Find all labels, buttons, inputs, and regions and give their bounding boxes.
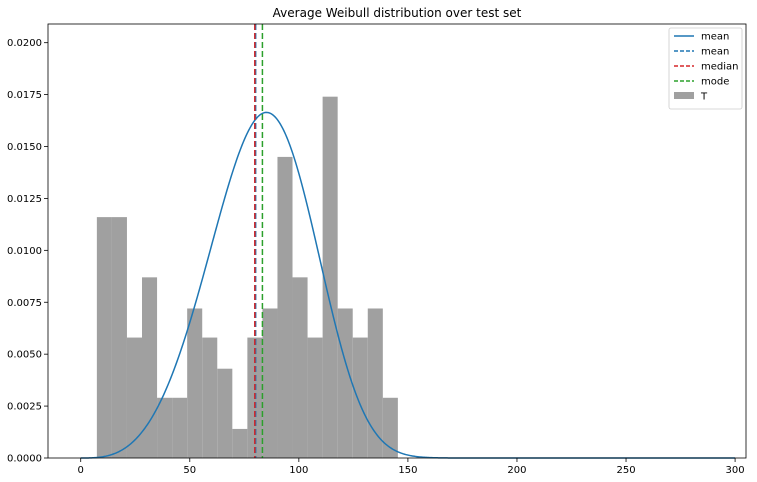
legend-box	[668, 27, 743, 110]
x-tick-label: 150	[398, 465, 417, 476]
legend-label: T	[700, 92, 708, 103]
histogram-bar	[337, 308, 353, 458]
y-tick-label: 0.0150	[7, 142, 42, 153]
histogram-bar	[367, 308, 383, 458]
x-axis: 0 50 100 150 200 250 300	[78, 458, 745, 476]
y-tick-label: 0.0025	[7, 402, 42, 413]
y-tick-label: 0.0125	[7, 194, 42, 205]
histogram-bar	[292, 277, 308, 458]
vertical-lines	[254, 24, 264, 458]
histogram-bar	[277, 156, 293, 458]
y-tick-label: 0.0050	[7, 350, 42, 361]
legend: mean mean median mode T	[668, 27, 743, 110]
legend-label: median	[701, 62, 739, 73]
histogram-bar	[126, 337, 143, 458]
x-tick-label: 250	[616, 465, 635, 476]
y-tick-label: 0.0100	[7, 246, 42, 257]
y-tick-label: 0.0175	[7, 90, 42, 101]
x-tick-label: 100	[289, 465, 308, 476]
histogram-bar	[202, 337, 218, 458]
histogram-bar	[217, 368, 233, 458]
x-tick-label: 300	[726, 465, 745, 476]
y-tick-label: 0.0000	[7, 454, 42, 465]
histogram-bar	[352, 337, 368, 458]
axes-frame	[47, 23, 747, 459]
chart-title: Average Weibull distribution over test s…	[273, 6, 522, 20]
histogram-bar	[322, 96, 338, 458]
histogram-bars	[96, 96, 398, 458]
histogram-bar	[187, 308, 203, 458]
histogram-bar	[111, 217, 127, 458]
legend-swatch	[674, 92, 694, 99]
y-tick-label: 0.0200	[7, 38, 42, 49]
x-tick-label: 50	[183, 465, 196, 476]
histogram-bar	[232, 428, 248, 458]
histogram-bar	[262, 308, 278, 458]
histogram-bar	[96, 217, 112, 458]
histogram-bar	[172, 397, 188, 458]
histogram-bar	[142, 277, 158, 458]
legend-label: mode	[701, 77, 729, 88]
y-axis: 0.0000 0.0025 0.0050 0.0075 0.0100 0.0125 0.01…	[7, 38, 48, 465]
histogram-bar	[307, 337, 323, 458]
x-tick-label: 200	[507, 465, 526, 476]
legend-label: mean	[701, 32, 729, 43]
x-tick-label: 0	[78, 465, 84, 476]
y-tick-label: 0.0075	[7, 298, 42, 309]
legend-label: mean	[701, 47, 729, 58]
histogram-bar	[157, 397, 173, 458]
histogram-bar	[382, 397, 398, 458]
